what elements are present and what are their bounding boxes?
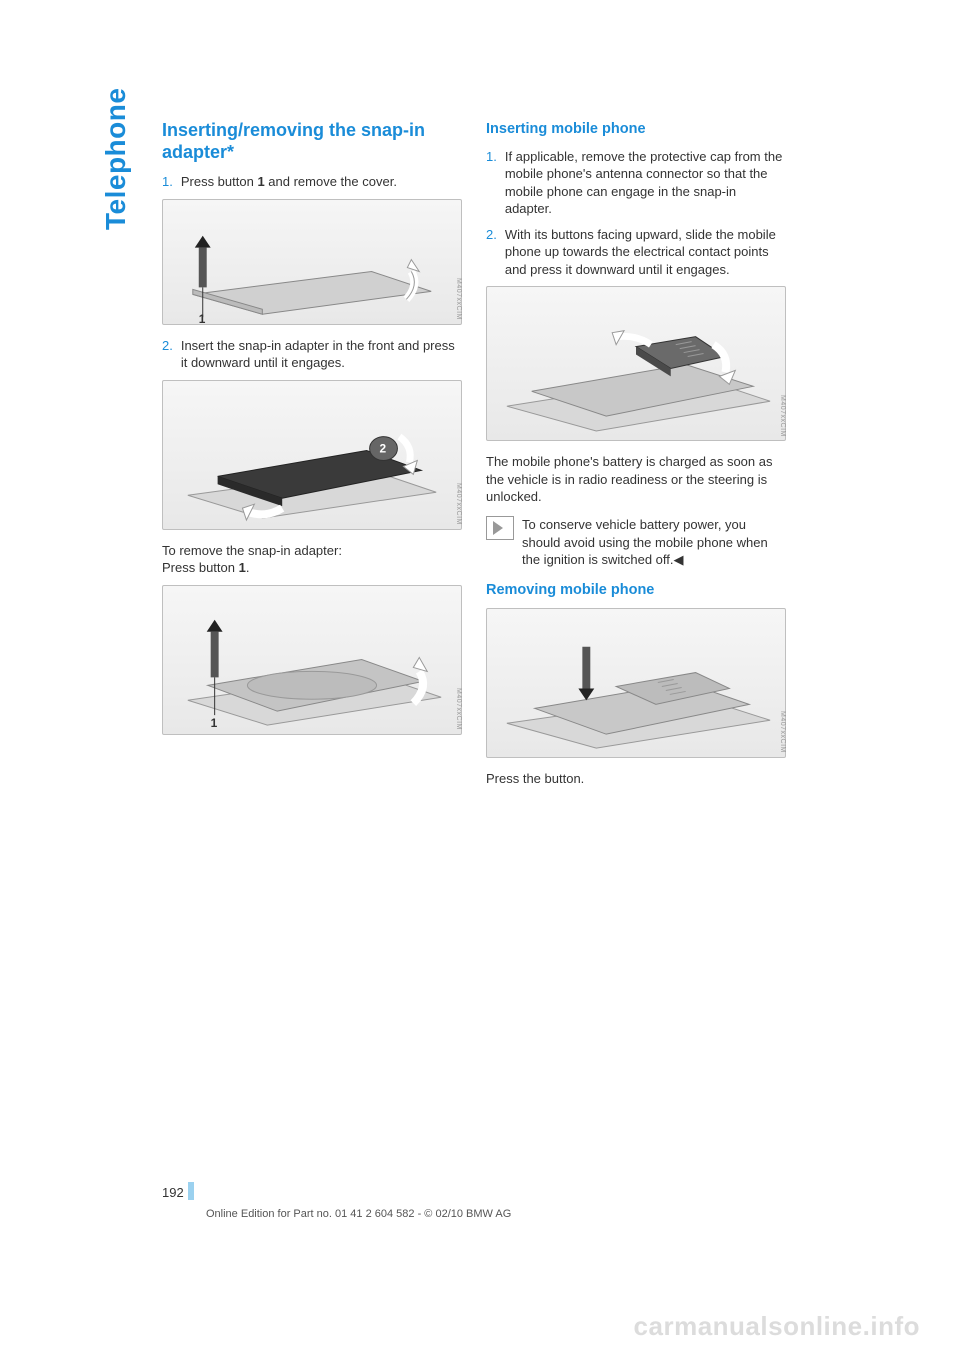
remove-text-2c: . [246, 560, 250, 575]
figure-label-2: M407xxCIM [454, 483, 463, 525]
svg-text:1: 1 [211, 716, 218, 730]
page-number: 192 [162, 1185, 188, 1200]
heading-remove-phone: Removing mobile phone [486, 581, 786, 601]
step-1-num: 1. [162, 173, 173, 191]
remove-text-2: Press button 1. [162, 559, 462, 577]
step-1-text-b: and remove the cover. [265, 174, 397, 189]
step-2-text: Insert the snap-in adapter in the front … [181, 337, 462, 372]
charging-text: The mobile phone's battery is charged as… [486, 453, 786, 506]
figure-remove-adapter: 1 M407xxCIM [162, 585, 462, 735]
step-1: 1. Press button 1 and remove the cover. [162, 173, 462, 191]
figure-label-3: M407xxCIM [454, 688, 463, 730]
step-1-text: Press button 1 and remove the cover. [181, 173, 397, 191]
note-end-marker: ◀ [674, 552, 684, 567]
rstep-1: 1. If applicable, remove the protective … [486, 148, 786, 218]
figure-insert-adapter: 2 M407xxCIM [162, 380, 462, 530]
figure-label-4: M407xxCIM [778, 395, 787, 437]
page-number-bar [188, 1182, 194, 1200]
remove-text-1: To remove the snap-in adapter: [162, 542, 462, 560]
step-2: 2. Insert the snap-in adapter in the fro… [162, 337, 462, 372]
rstep-2-num: 2. [486, 226, 497, 279]
press-button-text: Press the button. [486, 770, 786, 788]
rstep-1-num: 1. [486, 148, 497, 218]
rstep-1-text: If applicable, remove the protective cap… [505, 148, 786, 218]
figure-label-5: M407xxCIM [778, 711, 787, 753]
step-1-text-bold: 1 [257, 174, 264, 189]
note-text-body: To conserve vehicle battery power, you s… [522, 517, 768, 567]
page-number-block: 192 [162, 1182, 194, 1200]
svg-text:2: 2 [380, 441, 387, 455]
footer-text: Online Edition for Part no. 01 41 2 604 … [206, 1208, 511, 1220]
remove-text-2a: Press button [162, 560, 239, 575]
columns: Inserting/removing the snap-in adapter* … [162, 120, 800, 788]
watermark: carmanualsonline.info [634, 1311, 920, 1342]
figure-remove-phone: M407xxCIM [486, 608, 786, 758]
figure-insert-phone: M407xxCIM [486, 286, 786, 441]
note-text: To conserve vehicle battery power, you s… [522, 516, 786, 569]
note-box: To conserve vehicle battery power, you s… [486, 516, 786, 569]
figure-cover: 1 M407xxCIM [162, 199, 462, 325]
left-column: Inserting/removing the snap-in adapter* … [162, 120, 462, 788]
note-icon [486, 516, 514, 540]
rstep-2-text: With its buttons facing upward, slide th… [505, 226, 786, 279]
svg-text:1: 1 [199, 312, 206, 325]
rstep-2: 2. With its buttons facing upward, slide… [486, 226, 786, 279]
page-content: Inserting/removing the snap-in adapter* … [100, 120, 800, 788]
heading-insert-phone: Inserting mobile phone [486, 120, 786, 140]
heading-snapin: Inserting/removing the snap-in adapter* [162, 120, 462, 163]
figure-label: M407xxCIM [454, 278, 463, 320]
step-2-num: 2. [162, 337, 173, 372]
right-column: Inserting mobile phone 1. If applicable,… [486, 120, 786, 788]
step-1-text-a: Press button [181, 174, 258, 189]
remove-text-2b: 1 [239, 560, 246, 575]
